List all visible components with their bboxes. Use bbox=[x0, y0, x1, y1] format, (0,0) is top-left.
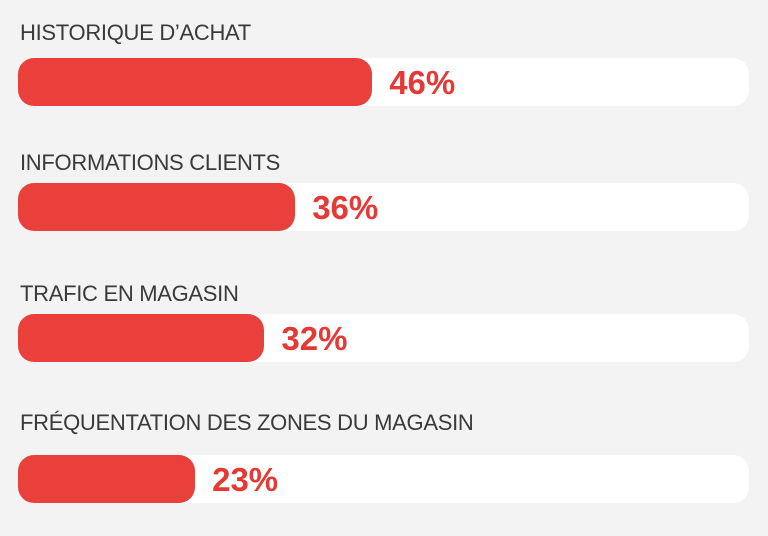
chart-row: FRÉQUENTATION DES ZONES DU MAGASIN 23% bbox=[18, 410, 749, 503]
bar bbox=[18, 58, 373, 106]
data-label: 36% bbox=[312, 189, 379, 226]
bar-track: 32% bbox=[18, 314, 749, 362]
data-label: 23% bbox=[212, 461, 279, 498]
category-label: INFORMATIONS CLIENTS bbox=[20, 150, 281, 175]
bar-track: 36% bbox=[18, 183, 749, 231]
bar bbox=[18, 314, 265, 362]
chart-row: HISTORIQUE D’ACHAT 46% bbox=[18, 20, 749, 106]
chart-row: INFORMATIONS CLIENTS 36% bbox=[18, 150, 749, 231]
bar-track: 46% bbox=[18, 58, 749, 106]
category-label: TRAFIC EN MAGASIN bbox=[20, 281, 239, 306]
bar bbox=[18, 455, 196, 503]
category-label: FRÉQUENTATION DES ZONES DU MAGASIN bbox=[20, 410, 474, 435]
category-label: HISTORIQUE D’ACHAT bbox=[20, 20, 251, 45]
bar bbox=[18, 183, 296, 231]
data-label: 32% bbox=[281, 320, 348, 357]
bar-track: 23% bbox=[18, 455, 749, 503]
data-label: 46% bbox=[389, 64, 456, 101]
chart-row: TRAFIC EN MAGASIN 32% bbox=[18, 281, 749, 362]
